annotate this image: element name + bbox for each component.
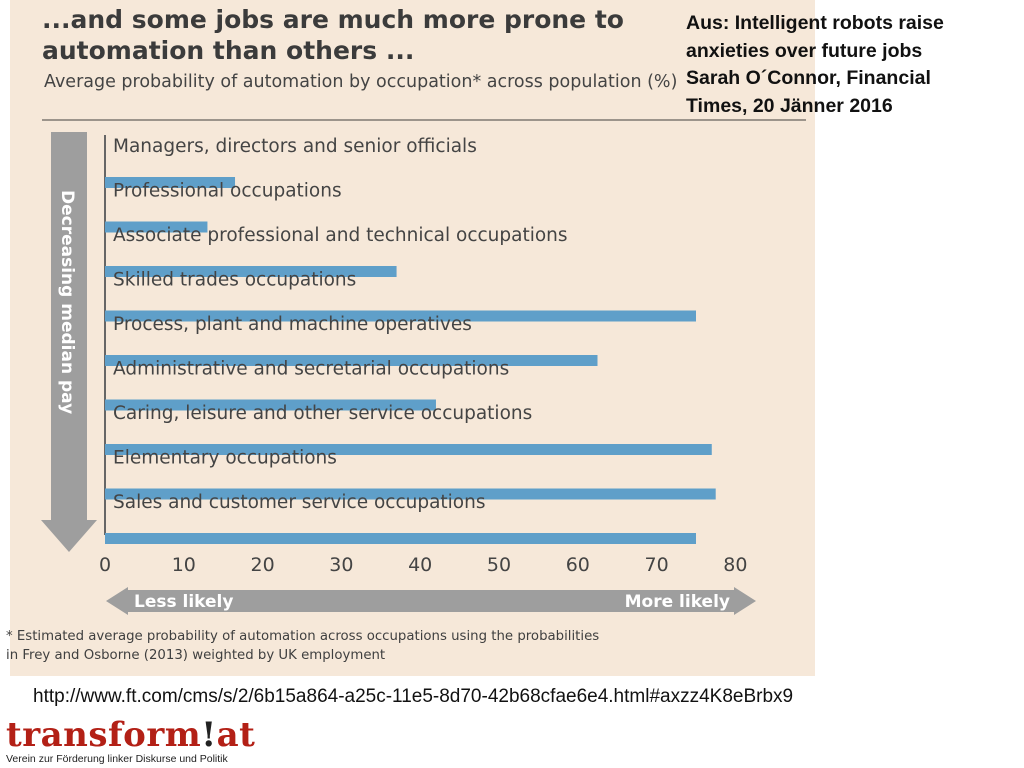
category-label-caring-leisure-and-other-service-occupations: Caring, leisure and other service occupa… xyxy=(113,403,532,424)
bottom-arrow-left-label: Less likely xyxy=(134,592,233,612)
bar-managers-directors-and-senior-officials xyxy=(105,177,236,188)
bar-administrative-and-secretarial-occupations xyxy=(105,399,436,411)
side-arrow-shaft xyxy=(51,132,87,520)
category-label-administrative-and-secretarial-occupations: Administrative and secretarial occupatio… xyxy=(113,359,509,380)
side-arrow-label: Decreasing median pay xyxy=(57,190,77,414)
x-tick-label-50: 50 xyxy=(487,554,511,576)
source-line-1: Aus: Intelligent robots raise xyxy=(686,12,944,34)
category-label-professional-occupations: Professional occupations xyxy=(113,181,342,202)
title-divider xyxy=(42,119,806,121)
x-tick-label-40: 40 xyxy=(408,554,432,576)
bar-chart: Decreasing median pay Managers, director… xyxy=(41,132,756,615)
category-label-associate-professional-and-technical-occupations: Associate professional and technical occ… xyxy=(113,225,568,246)
bar-professional-occupations xyxy=(105,221,208,233)
bottom-arrow: Less likely More likely xyxy=(106,587,756,615)
chart-footnote: * Estimated average probability of autom… xyxy=(6,627,806,665)
category-label-managers-directors-and-senior-officials: Managers, directors and senior officials xyxy=(113,136,477,157)
logo-text-exclamation: ! xyxy=(201,715,217,755)
source-url[interactable]: http://www.ft.com/cms/s/2/6b15a864-a25c-… xyxy=(33,686,794,707)
category-label-skilled-trades-occupations: Skilled trades occupations xyxy=(113,270,356,291)
x-tick-label-70: 70 xyxy=(645,554,669,576)
x-tick-label-10: 10 xyxy=(172,554,196,576)
source-line-2: anxieties over future jobs xyxy=(686,39,923,62)
x-tick-label-60: 60 xyxy=(566,554,590,576)
bar-associate-professional-and-technical-occupations xyxy=(105,266,397,277)
bottom-arrow-right-label: More likely xyxy=(625,592,730,612)
x-tick-label-30: 30 xyxy=(329,554,353,576)
bar-skilled-trades-occupations xyxy=(105,310,696,322)
footnote-line-1: * Estimated average probability of autom… xyxy=(6,629,600,644)
bars-group xyxy=(105,177,716,544)
chart-title: ...and some jobs are much more prone to … xyxy=(42,5,624,65)
bottom-arrow-shape xyxy=(106,587,756,615)
footnote-line-2: in Frey and Osborne (2013) weighted by U… xyxy=(6,648,386,663)
transform-logo: transform!at Verein zur Förderung linker… xyxy=(6,715,255,765)
chart-subtitle: Average probability of automation by occ… xyxy=(44,72,678,92)
source-line-4: Times, 20 Jänner 2016 xyxy=(686,94,893,117)
x-tick-label-80: 80 xyxy=(723,554,747,576)
bar-process-plant-and-machine-operatives xyxy=(105,355,598,366)
category-label-process-plant-and-machine-operatives: Process, plant and machine operatives xyxy=(113,314,472,335)
bar-caring-leisure-and-other-service-occupations xyxy=(105,444,712,455)
logo-tagline: Verein zur Förderung linker Diskurse und… xyxy=(6,753,228,765)
tick-labels-group: 0 10 20 30 40 50 60 70 80 xyxy=(99,554,748,576)
logo-wordmark: transform!at xyxy=(6,715,255,755)
source-note: Aus: Intelligent robots raise anxieties … xyxy=(686,10,996,120)
figure-left-edge xyxy=(0,0,10,676)
side-arrow: Decreasing median pay xyxy=(41,132,97,552)
side-arrow-head xyxy=(41,520,97,552)
category-labels-group: Managers, directors and senior officials… xyxy=(113,136,568,513)
category-label-sales-and-customer-service-occupations: Sales and customer service occupations xyxy=(113,492,486,513)
x-tick-label-0: 0 xyxy=(99,554,111,576)
logo-text-main: transform xyxy=(6,715,202,755)
chart-figure: ...and some jobs are much more prone to … xyxy=(0,0,815,676)
bar-elementary-occupations xyxy=(105,488,716,500)
category-label-elementary-occupations: Elementary occupations xyxy=(113,448,337,469)
source-line-3: Sarah O´Connor, Financial xyxy=(686,67,931,89)
logo-text-end: at xyxy=(216,715,256,755)
x-tick-label-20: 20 xyxy=(251,554,275,576)
bar-sales-and-customer-service-occupations xyxy=(105,533,696,544)
